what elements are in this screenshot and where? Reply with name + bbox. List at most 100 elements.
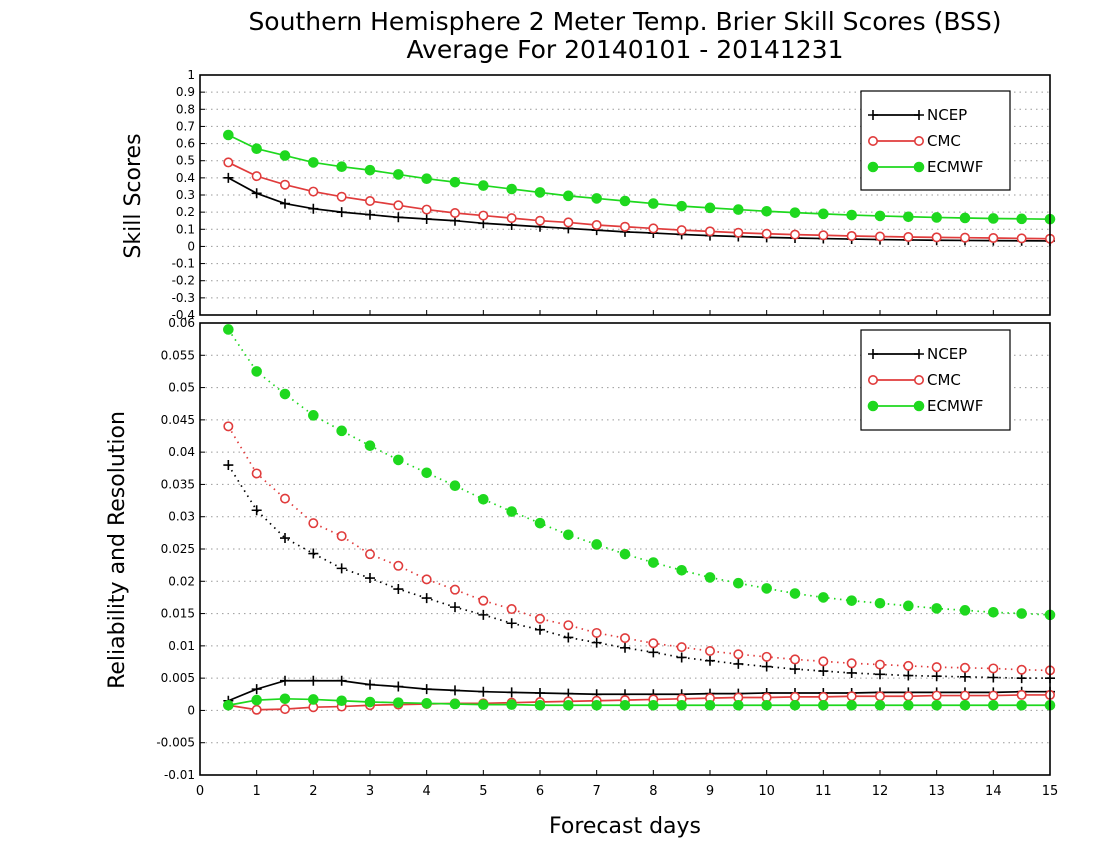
plot-frame: [199, 74, 1051, 316]
y-tick-label: 0.025: [161, 542, 195, 556]
data-point-cmc: [874, 691, 885, 702]
data-point-ecmwf: [279, 150, 291, 161]
data-point-cmc: [393, 560, 404, 571]
y-tick-label: 0.02: [168, 574, 195, 588]
data-point-cmc: [223, 157, 234, 168]
data-point-cmc: [704, 646, 715, 657]
data-point-ecmwf: [449, 480, 461, 492]
data-point-ncep: [478, 686, 489, 697]
y-tick-label: 0.7: [176, 119, 195, 133]
data-point-ecmwf: [988, 699, 999, 711]
data-point-ncep: [421, 593, 432, 604]
legend-label: ECMWF: [927, 397, 983, 415]
legend-entry-ecmwf: ECMWF: [867, 397, 983, 415]
data-point-cmc: [279, 493, 290, 504]
data-point-ncep: [336, 207, 347, 218]
data-point-ncep: [761, 661, 772, 672]
data-point-ecmwf: [336, 695, 347, 707]
data-point-ncep: [506, 687, 517, 698]
y-tick-label: 0.015: [161, 607, 195, 621]
data-point-ncep: [280, 198, 290, 209]
data-point-ecmwf: [506, 699, 517, 710]
data-point-ncep: [251, 505, 262, 516]
y-tick-label: -0.1: [172, 257, 195, 271]
legend-entry-cmc: CMC: [867, 132, 961, 150]
data-point-ncep: [450, 685, 460, 696]
data-point-cmc: [279, 704, 290, 715]
data-point-ecmwf: [846, 699, 857, 711]
data-point-ncep: [223, 460, 234, 471]
legend-marker: [913, 400, 925, 412]
data-point-ecmwf: [478, 493, 489, 505]
data-point-cmc: [364, 549, 375, 560]
data-point-cmc: [648, 223, 659, 234]
data-point-cmc: [279, 179, 290, 190]
data-point-ecmwf: [704, 572, 716, 583]
data-point-ecmwf: [676, 699, 687, 711]
data-point-ecmwf: [846, 209, 857, 221]
data-point-ncep: [251, 188, 262, 199]
data-point-ecmwf: [733, 699, 744, 711]
legend-marker: [867, 136, 878, 147]
data-point-ecmwf: [648, 699, 659, 711]
legend-entry-ncep: NCEP: [868, 345, 967, 363]
y-tick-label: -0.005: [156, 736, 195, 750]
data-point-ncep: [308, 675, 319, 686]
data-point-cmc: [789, 229, 800, 240]
data-point-cmc: [478, 210, 489, 221]
y-tick-label: 0.005: [161, 671, 195, 685]
x-tick-label: 3: [366, 784, 374, 799]
series-line-cmc: [228, 694, 1050, 711]
data-point-cmc: [506, 213, 517, 224]
data-point-cmc: [251, 704, 262, 715]
y-tick-label: -0.4: [172, 308, 195, 322]
data-point-ncep: [846, 667, 857, 678]
data-point-ncep: [818, 666, 829, 677]
data-point-cmc: [931, 690, 942, 701]
data-point-ncep: [421, 684, 432, 695]
data-point-cmc: [591, 220, 602, 231]
data-point-ecmwf: [478, 699, 489, 710]
data-point-cmc: [988, 663, 999, 674]
y-tick-label: 0: [187, 703, 195, 717]
data-point-ecmwf: [1016, 699, 1027, 711]
data-point-ecmwf: [903, 211, 914, 223]
data-point-cmc: [308, 518, 319, 529]
y-tick-label: -0.3: [172, 291, 195, 305]
data-point-ncep: [591, 637, 602, 648]
data-point-ncep: [705, 655, 715, 666]
y-tick-label: 0.035: [161, 477, 195, 491]
data-point-ecmwf: [1016, 213, 1027, 225]
data-point-cmc: [1016, 664, 1027, 675]
legend-entry-cmc: CMC: [867, 371, 961, 389]
data-point-ecmwf: [308, 157, 319, 168]
data-point-cmc: [931, 232, 942, 243]
data-point-ncep: [478, 609, 489, 620]
legend-marker: [868, 349, 878, 359]
data-point-cmc: [1016, 689, 1027, 700]
data-point-ecmwf: [619, 548, 631, 560]
data-point-cmc: [733, 649, 744, 660]
data-point-ecmwf: [959, 605, 971, 616]
data-point-ncep: [308, 548, 319, 559]
data-point-cmc: [761, 228, 772, 239]
chart-panel-1: -0.4 -0.3 -0.2 -0.1 0 0.1 0.2 0.3 0.4 0.5 0.6 0.7 0.…: [172, 68, 1056, 322]
data-point-ecmwf: [223, 324, 234, 335]
x-tick-label: 5: [479, 784, 487, 799]
data-point-cmc: [959, 690, 970, 701]
data-point-ecmwf: [903, 699, 914, 711]
data-point-ecmwf: [676, 565, 687, 576]
data-point-ecmwf: [988, 606, 999, 618]
data-point-ecmwf: [931, 212, 942, 223]
x-tick-label: 15: [1042, 784, 1059, 799]
data-point-ecmwf: [789, 699, 801, 711]
data-point-ecmwf: [704, 699, 716, 711]
legend-label: CMC: [927, 132, 961, 150]
data-point-cmc: [704, 226, 715, 237]
top-panel-ylabel: Skill Scores: [121, 133, 146, 258]
data-point-ecmwf: [959, 212, 971, 224]
series-line-ncep: [228, 679, 1050, 702]
data-point-ecmwf: [818, 208, 829, 220]
data-point-ncep: [251, 684, 262, 695]
